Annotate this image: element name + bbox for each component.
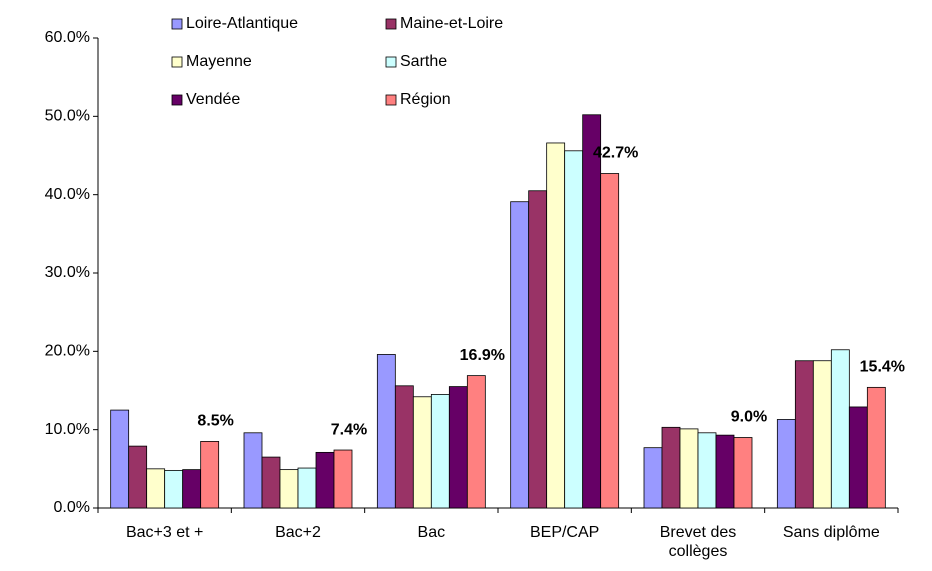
bar bbox=[643, 447, 663, 509]
bar bbox=[794, 360, 814, 509]
bar bbox=[243, 432, 263, 509]
bar bbox=[430, 394, 450, 509]
x-tick-label: Bac+3 et + bbox=[125, 524, 204, 541]
bar bbox=[697, 432, 717, 509]
bar bbox=[546, 142, 566, 509]
legend-label: Maine-et-Loire bbox=[400, 15, 503, 32]
bar bbox=[376, 354, 396, 509]
legend-swatch bbox=[171, 56, 183, 68]
bar bbox=[315, 451, 335, 509]
bar bbox=[510, 201, 530, 509]
x-tick-label: Brevet des collèges bbox=[659, 524, 737, 560]
data-label: 9.0% bbox=[731, 409, 767, 426]
y-tick-label: 20.0% bbox=[45, 343, 90, 360]
data-label: 7.4% bbox=[331, 421, 367, 438]
y-tick-label: 10.0% bbox=[45, 421, 90, 438]
legend-label: Région bbox=[400, 91, 451, 108]
y-tick-label: 0.0% bbox=[54, 499, 90, 516]
bar bbox=[830, 349, 850, 509]
bar bbox=[128, 445, 148, 509]
legend-label: Sarthe bbox=[400, 53, 447, 70]
bar bbox=[715, 434, 735, 509]
bar bbox=[279, 469, 299, 509]
data-label: 16.9% bbox=[460, 347, 505, 364]
legend-label: Loire-Atlantique bbox=[186, 15, 298, 32]
legend-swatch bbox=[171, 94, 183, 106]
bar bbox=[848, 406, 868, 509]
bar bbox=[679, 428, 699, 509]
bar bbox=[146, 468, 166, 509]
bar bbox=[394, 385, 414, 509]
data-label: 8.5% bbox=[197, 413, 233, 430]
legend-label: Mayenne bbox=[186, 53, 252, 70]
data-label: 42.7% bbox=[593, 145, 638, 162]
bar bbox=[297, 467, 317, 509]
bar bbox=[182, 469, 202, 509]
bar bbox=[661, 426, 681, 509]
y-tick-label: 60.0% bbox=[45, 29, 90, 46]
legend-swatch bbox=[385, 56, 397, 68]
bar bbox=[600, 173, 620, 509]
bar bbox=[866, 386, 886, 509]
y-tick-label: 30.0% bbox=[45, 264, 90, 281]
bar bbox=[412, 396, 432, 509]
bar bbox=[448, 386, 468, 509]
bar bbox=[564, 150, 584, 509]
bar bbox=[333, 449, 353, 509]
y-tick-label: 40.0% bbox=[45, 186, 90, 203]
legend-swatch bbox=[171, 18, 183, 30]
x-tick-label: Bac bbox=[417, 524, 446, 541]
bar bbox=[261, 456, 281, 509]
bar bbox=[776, 419, 796, 509]
legend-swatch bbox=[385, 94, 397, 106]
data-label: 15.4% bbox=[860, 359, 905, 376]
x-tick-label: Sans diplôme bbox=[782, 524, 880, 541]
legend-label: Vendée bbox=[186, 91, 240, 108]
bar bbox=[200, 441, 220, 509]
bar bbox=[164, 469, 184, 509]
bar bbox=[582, 114, 602, 509]
y-tick-label: 50.0% bbox=[45, 108, 90, 125]
bar bbox=[466, 375, 486, 509]
bar bbox=[812, 360, 832, 509]
x-tick-label: Bac+2 bbox=[275, 524, 321, 541]
x-tick-label: BEP/CAP bbox=[529, 524, 600, 541]
legend-swatch bbox=[385, 18, 397, 30]
bar bbox=[110, 409, 130, 509]
bar bbox=[733, 437, 753, 509]
bar bbox=[528, 190, 548, 509]
